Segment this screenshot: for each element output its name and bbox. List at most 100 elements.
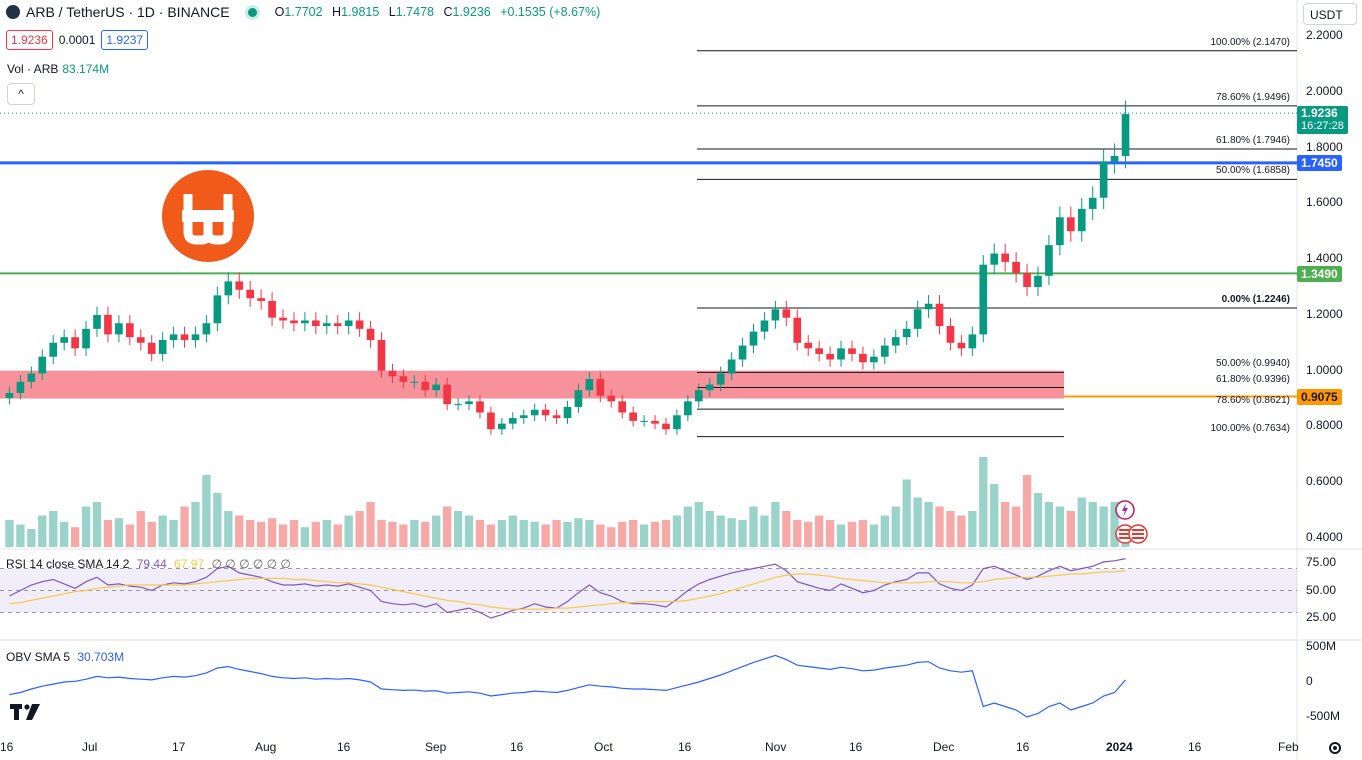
price-tick-label: 1.6000: [1306, 195, 1343, 210]
candle-body: [716, 373, 725, 385]
volume-bar: [103, 520, 113, 547]
volume-bar: [519, 520, 528, 547]
volume-bar: [289, 520, 299, 547]
rsi-tick-label: 25.00: [1306, 610, 1337, 624]
volume-bar: [508, 515, 517, 547]
candle-body: [662, 423, 670, 430]
fib-lower-label: 78.60% (0.8621): [1216, 395, 1290, 407]
time-tick-label: 16: [510, 740, 524, 754]
candle-body: [290, 320, 298, 324]
volume-bar: [410, 520, 419, 547]
volume-bar: [1022, 475, 1032, 547]
volume-bar: [147, 521, 156, 547]
volume-bar: [596, 524, 605, 547]
volume-bar: [880, 515, 889, 547]
candle-body: [596, 379, 605, 396]
candle-body: [1023, 273, 1031, 287]
obv-tick-label: -500M: [1306, 709, 1341, 723]
candle-body: [902, 328, 911, 338]
time-tick-label: 16: [678, 740, 692, 754]
time-tick-label: Dec: [933, 740, 955, 754]
candle-body: [443, 384, 451, 405]
collapse-legend-button[interactable]: ^: [7, 83, 35, 105]
volume-legend: Vol · ARB 83.174M: [7, 62, 110, 76]
volume-bar: [49, 511, 58, 547]
candle-body: [147, 342, 156, 354]
volume-bar: [1033, 493, 1043, 547]
price-tick-label: 2.2000: [1306, 28, 1343, 42]
candle-body: [924, 303, 933, 310]
candle-body: [848, 348, 856, 354]
volume-bar: [694, 502, 703, 547]
volume-bar: [869, 524, 879, 547]
volume-bar: [1077, 497, 1086, 547]
candle-body: [870, 356, 878, 363]
volume-bar: [585, 520, 594, 547]
candle-body: [552, 415, 561, 419]
event-icons[interactable]: [1113, 498, 1149, 548]
candle-body: [1034, 275, 1042, 287]
demand-zone: [0, 370, 1064, 399]
candle-body: [104, 314, 112, 335]
volume-bar: [333, 524, 342, 547]
obv-tick-label: 0: [1306, 674, 1313, 688]
time-tick-label: Jul: [82, 740, 98, 754]
volume-bar: [486, 524, 496, 547]
obv-tick-label: 500M: [1306, 639, 1337, 653]
volume-bar: [858, 520, 868, 547]
time-tick-label: Aug: [255, 740, 277, 754]
candle-body: [990, 253, 999, 265]
volume-bar: [705, 511, 714, 547]
volume-bar: [235, 515, 244, 547]
watermark-logo: [162, 170, 254, 262]
volume-bar: [27, 529, 36, 547]
candle-body: [837, 348, 845, 360]
volume-bar: [256, 521, 266, 547]
volume-bar: [913, 497, 922, 547]
volume-bar: [574, 518, 583, 547]
candle-body: [476, 401, 484, 413]
logo-glyph-icon: [182, 194, 234, 245]
candle-body: [27, 373, 36, 382]
volume-bar: [607, 527, 616, 547]
volume-bar: [935, 506, 944, 547]
arb-coin-icon: [6, 5, 20, 19]
volume-bar: [246, 520, 255, 547]
time-tick-label: 17: [172, 740, 186, 754]
symbol-title[interactable]: ARB / TetherUS · 1D · BINANCE: [26, 4, 230, 20]
candle-body: [607, 395, 616, 402]
price-tick-label: 1.2000: [1306, 306, 1343, 321]
candle-body: [1121, 114, 1130, 156]
candle-body: [136, 337, 145, 343]
candle-body: [465, 401, 473, 405]
candle-body: [49, 342, 58, 357]
bid-button[interactable]: 1.9236: [6, 30, 53, 50]
obv-legend: OBV SMA 5 30.703M: [6, 650, 125, 664]
candle-body: [585, 379, 594, 391]
fib-upper-label: 50.00% (1.6858): [1216, 165, 1290, 177]
volume-bar: [388, 521, 397, 547]
candle-body: [1045, 245, 1053, 276]
ask-button[interactable]: 1.9237: [101, 30, 149, 50]
candle-body: [246, 289, 255, 299]
tradingview-logo-icon[interactable]: [10, 704, 42, 722]
currency-selector[interactable]: USDT: [1303, 3, 1357, 25]
volume-bar: [442, 506, 452, 547]
candle-body: [782, 309, 791, 318]
volume-bar: [1110, 502, 1119, 547]
volume-bar: [979, 457, 988, 547]
candle-body: [432, 384, 441, 391]
candle-body: [826, 353, 834, 360]
volume-bar: [738, 520, 747, 547]
candle-body: [421, 381, 430, 391]
candle-body: [1066, 217, 1075, 232]
time-tick-label: Oct: [594, 740, 613, 754]
candle-body: [574, 390, 583, 407]
settings-gear-icon[interactable]: [1327, 740, 1343, 756]
candle-body: [1088, 197, 1097, 209]
price-tick-label: 0.6000: [1306, 474, 1343, 489]
candle-body: [694, 390, 703, 402]
candle-body: [629, 412, 637, 421]
candle-body: [979, 264, 988, 335]
